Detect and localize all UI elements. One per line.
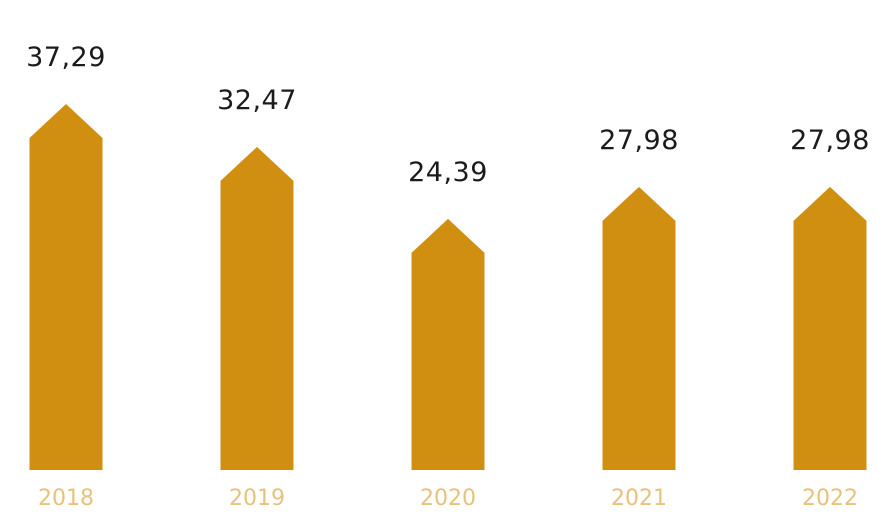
x-tick-label-2019: 2019	[229, 486, 285, 511]
x-tick-label-2022: 2022	[802, 486, 858, 511]
data-label-2019: 32,47	[217, 85, 297, 116]
bar-2019	[220, 146, 294, 470]
data-label-2018: 37,29	[26, 42, 106, 73]
data-label-2020: 24,39	[408, 157, 488, 188]
data-label-2021: 27,98	[599, 125, 679, 156]
bar-2022	[793, 186, 867, 470]
x-tick-label-2020: 2020	[420, 486, 476, 511]
bar-2020	[411, 218, 485, 470]
bar-2018	[29, 104, 103, 470]
x-tick-label-2018: 2018	[38, 486, 94, 511]
data-label-2022: 27,98	[790, 125, 870, 156]
bar-2021	[602, 186, 676, 470]
x-tick-label-2021: 2021	[611, 486, 667, 511]
